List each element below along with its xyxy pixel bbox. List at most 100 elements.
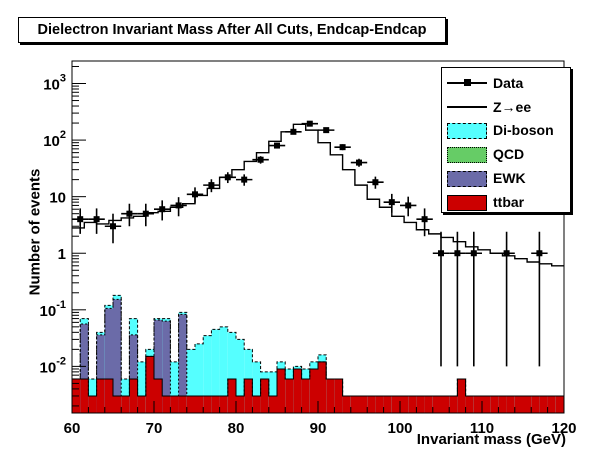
x-tick-label: 120 <box>551 420 576 437</box>
ttbar-bar <box>514 395 523 413</box>
ttbar-bar <box>178 395 187 413</box>
y-tick-label: 102 <box>43 129 66 150</box>
ttbar-bar <box>236 395 245 413</box>
legend-entry-diboson: Di-boson <box>442 119 570 143</box>
legend-swatch-diboson <box>447 123 487 140</box>
x-tick-label: 110 <box>470 420 494 437</box>
y-tick-label: 10-1 <box>40 299 66 320</box>
ewk-bar <box>178 314 187 413</box>
legend-swatch-data <box>447 73 487 93</box>
data-point <box>470 250 477 257</box>
legend-entry-data: Data <box>442 71 570 95</box>
ttbar-bar <box>121 395 130 413</box>
ttbar-bar <box>260 378 269 413</box>
x-axis-label: Invariant mass (GeV) <box>416 431 566 448</box>
ttbar-bar <box>301 378 310 413</box>
ttbar-bar <box>457 378 466 413</box>
y-tick-label: 1 <box>58 246 66 263</box>
ewk-bar <box>104 308 113 413</box>
ttbar-bar <box>154 378 163 413</box>
data-point <box>192 191 198 198</box>
diboson-bar <box>211 329 220 413</box>
diboson-bar <box>203 335 212 413</box>
ttbar-bar <box>523 395 532 413</box>
ttbar-bar <box>211 395 220 413</box>
ttbar-bar <box>424 395 433 413</box>
x-tick-label: 90 <box>310 420 327 437</box>
diboson-bar <box>195 343 204 413</box>
ttbar-bar <box>227 378 236 413</box>
ttbar-bar <box>203 395 212 413</box>
legend-label-data: Data <box>493 74 524 91</box>
data-point <box>110 223 116 230</box>
ttbar-bar <box>465 395 474 413</box>
ttbar-bar <box>555 395 564 413</box>
legend-label-diboson: Di-boson <box>493 122 554 139</box>
x-tick-label: 100 <box>387 420 412 437</box>
data-point <box>159 206 166 213</box>
ttbar-bar <box>186 395 195 413</box>
diboson-bar <box>236 339 245 413</box>
ttbar-bar <box>129 378 138 413</box>
ttbar-bar <box>531 395 540 413</box>
data-point <box>356 159 362 166</box>
ttbar-bar <box>400 395 409 413</box>
plot-content <box>72 120 564 413</box>
y-tick-label: 103 <box>43 73 66 94</box>
ttbar-bar <box>219 395 228 413</box>
ewk-bar <box>154 320 163 413</box>
diboson-bar <box>268 371 277 413</box>
ttbar-bar <box>375 395 384 413</box>
legend-swatch-ewk <box>447 171 487 188</box>
ttbar-bar <box>432 395 441 413</box>
ttbar-outline <box>72 355 564 397</box>
ttbar-bar <box>473 395 482 413</box>
x-tick-label: 60 <box>64 420 81 437</box>
chart-title: Dielectron Invariant Mass After All Cuts… <box>18 17 446 43</box>
ewk-bar <box>162 321 171 413</box>
ttbar-bar <box>195 395 204 413</box>
data-point <box>224 174 231 181</box>
ttbar-bar <box>244 378 253 413</box>
legend-entry-ttbar: ttbar <box>442 190 570 214</box>
ttbar-bar <box>293 368 302 413</box>
data-point <box>208 182 215 189</box>
data-point <box>503 250 510 257</box>
ttbar-bar <box>383 395 392 413</box>
legend-entry-ewk: EWK <box>442 166 570 190</box>
data-point <box>274 142 280 149</box>
ewk-bar <box>129 334 138 413</box>
ttbar-bar <box>104 378 113 413</box>
legend-label-ewk: EWK <box>493 170 526 187</box>
data-point <box>454 250 461 257</box>
data-point <box>93 216 100 223</box>
legend-swatch-ttbar <box>447 194 487 211</box>
diboson-bar <box>252 361 261 413</box>
ttbar-bar <box>359 395 368 413</box>
ttbar-bar <box>334 378 343 413</box>
ttbar-bar <box>318 361 327 413</box>
ttbar-bar <box>342 395 351 413</box>
data-point <box>175 202 182 209</box>
y-tick-label: 10 <box>49 190 66 207</box>
data-point <box>257 156 264 163</box>
ttbar-bar <box>367 395 376 413</box>
legend-entry-qcd: QCD <box>442 142 570 166</box>
ttbar-bar <box>408 395 417 413</box>
ttbar-bar <box>539 395 548 413</box>
data-point <box>438 250 444 257</box>
ttbar-bar <box>482 395 491 413</box>
zee-histogram <box>72 123 564 267</box>
ttbar-bar <box>113 395 122 413</box>
legend-swatch-qcd <box>447 147 487 164</box>
y-tick-label: 10-2 <box>40 355 66 376</box>
ttbar-bar <box>449 395 458 413</box>
ttbar-bar <box>88 395 97 413</box>
y-axis-label: Number of events <box>26 168 44 296</box>
ewk-bar <box>80 324 89 413</box>
ttbar-bar <box>309 368 318 413</box>
data-point <box>405 202 412 209</box>
data-point <box>372 179 379 186</box>
ttbar-bar <box>137 395 146 413</box>
ttbar-bar <box>506 395 515 413</box>
